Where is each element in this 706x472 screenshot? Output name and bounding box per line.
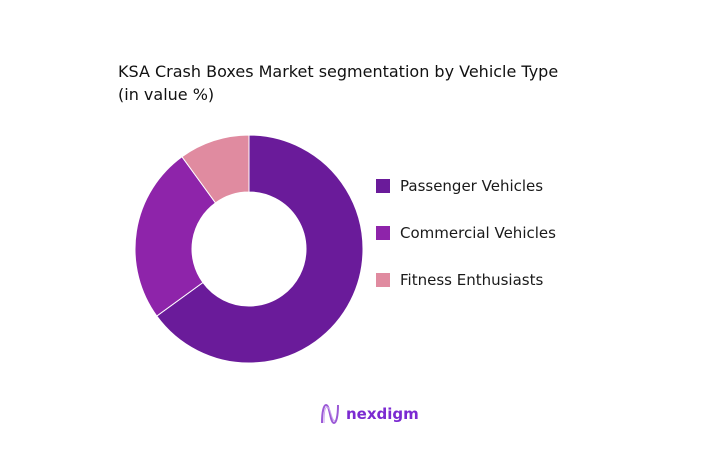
chart-title: KSA Crash Boxes Market segmentation by V… (118, 60, 558, 106)
legend-swatch (376, 225, 390, 240)
legend: Passenger Vehicles Commercial Vehicles F… (376, 174, 556, 315)
donut-slice-commercial-vehicles (134, 156, 217, 317)
legend-swatch (376, 178, 390, 193)
nexdigm-logo: nexdigm (320, 403, 419, 425)
donut-slice-fitness-enthusiasts (181, 134, 250, 204)
donut-slice-passenger-vehicles (156, 134, 364, 364)
logo-icon (321, 403, 339, 425)
legend-item-passenger: Passenger Vehicles (376, 174, 556, 197)
logo-text: nexdigm (346, 405, 419, 423)
legend-label: Passenger Vehicles (400, 176, 544, 195)
legend-label: Fitness Enthusiasts (400, 270, 544, 289)
legend-item-fitness: Fitness Enthusiasts (376, 268, 556, 291)
chart-title-line: KSA Crash Boxes Market segmentation by V… (118, 62, 559, 81)
legend-swatch (376, 272, 390, 287)
legend-label: Commercial Vehicles (400, 223, 556, 242)
chart-subtitle: (in value %) (118, 85, 215, 104)
legend-item-commercial: Commercial Vehicles (376, 221, 556, 244)
